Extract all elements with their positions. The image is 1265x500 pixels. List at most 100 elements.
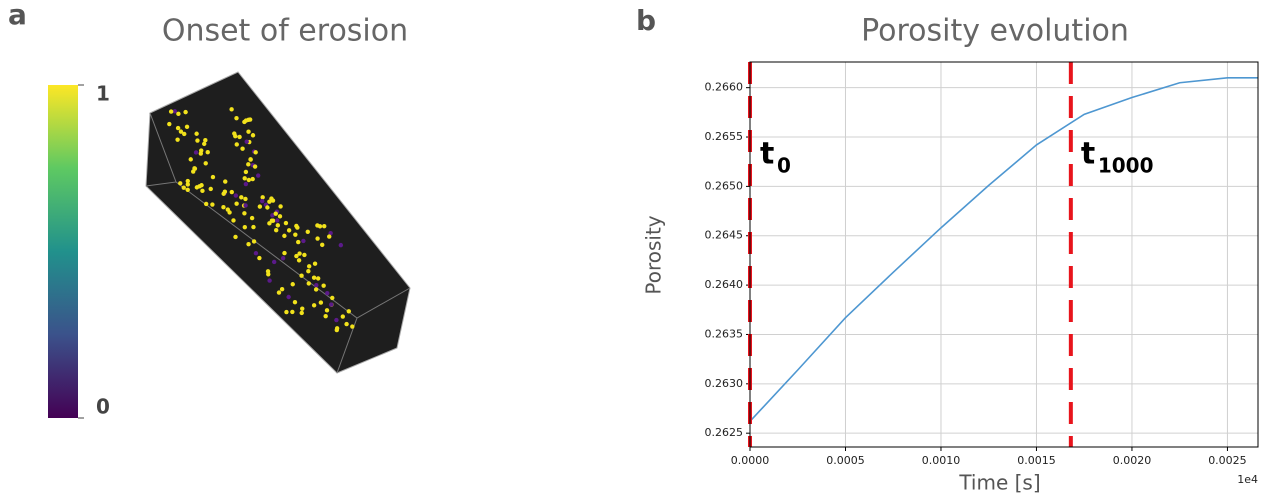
pore-dot [258,204,262,208]
pore-dot [290,310,294,314]
pore-dot [233,235,237,239]
colorbar-tick-label: 0 [96,395,110,419]
pore-dot [313,261,317,265]
plot-frame [750,62,1258,447]
pore-dot [297,251,301,255]
pore-dot [244,182,248,186]
pore-dot [276,223,280,227]
pore-dot [306,269,310,273]
pore-dot [287,228,291,232]
pore-dot [250,177,254,181]
pore-dot [251,133,255,137]
pore-dot [260,195,264,199]
annotation-subscript: 1000 [1098,154,1154,178]
pore-dot [265,205,269,209]
pore-dot [325,308,329,312]
pore-dot [278,204,282,208]
pore-dot [300,306,304,310]
x-tick-label: 0.0015 [1017,454,1056,467]
pore-dot [246,130,250,134]
pore-dot [307,281,311,285]
pore-dot [294,224,298,228]
pore-dot [282,234,286,238]
pore-dot [291,282,295,286]
pore-dot [202,142,206,146]
pore-dot [240,146,244,150]
pore-dot [277,290,281,294]
x-tick-label: 0.0010 [922,454,961,467]
pore-dot [233,134,237,138]
pore-dot [246,242,250,246]
pore-dot [230,190,234,194]
colorbar [48,85,78,418]
pore-dot [175,137,179,141]
pore-dot [211,175,215,179]
y-tick-label: 0.2625 [705,426,744,439]
pore-dot [316,276,320,280]
pore-dot [252,239,256,243]
pore-dot [334,318,338,322]
y-tick-label: 0.2660 [705,81,744,94]
chart-title: Onset of erosion [162,14,408,49]
annotation: t [1081,137,1095,172]
line-series [750,78,1258,422]
pore-dot [314,283,318,287]
pore-dot [246,162,250,166]
pore-dot [235,142,239,146]
x-offset-label: 1e4 [1237,473,1258,486]
pore-dot [329,302,333,306]
pore-dot [327,234,331,238]
y-tick-label: 0.2650 [705,179,744,192]
pore-dot [322,224,326,228]
x-axis-label: Time [s] [958,471,1040,495]
x-tick-label: 0.0020 [1113,454,1152,467]
pore-dot [307,264,311,268]
pore-dot [194,150,198,154]
pore-dot [319,300,323,304]
panel-label: b [636,4,656,37]
pore-dot [350,324,354,328]
pore-dot [274,228,278,232]
pore-dot [256,173,260,177]
y-tick-label: 0.2655 [705,130,744,143]
pore-dot [281,256,285,260]
pore-dot [185,125,189,129]
pore-dot [186,182,190,186]
pore-dot [306,230,310,234]
pore-dot [244,170,248,174]
pore-dot [243,197,247,201]
pore-dot [284,310,288,314]
pore-dot [344,322,348,326]
pore-dot [300,311,304,315]
pore-dot [253,150,257,154]
pore-dot [186,188,190,192]
pore-dot [314,287,318,291]
x-tick-label: 0.0025 [1208,454,1247,467]
pore-dot [266,269,270,273]
pore-dot [242,120,246,124]
pore-dot [204,202,208,206]
pore-dot [243,203,247,207]
y-tick-label: 0.2640 [705,278,744,291]
pore-dot [315,236,319,240]
pore-dot [320,243,324,247]
pore-dot [297,258,301,262]
pore-dot [239,195,243,199]
x-tick-label: 0.0000 [731,454,770,467]
pore-dot [167,122,171,126]
pore-dot [335,326,339,330]
pore-dot [282,251,286,255]
pore-dot [267,199,271,203]
pore-dot [325,291,329,295]
pore-dot [231,218,235,222]
pore-dot [223,179,227,183]
pore-dot [315,223,319,227]
pore-dot [169,109,173,113]
pore-dot [209,187,213,191]
pore-dot [242,211,246,215]
pore-dot [243,176,247,180]
pore-dot [247,178,251,182]
pore-dot [293,300,297,304]
pore-dot [330,296,334,300]
pore-dot [243,225,247,229]
